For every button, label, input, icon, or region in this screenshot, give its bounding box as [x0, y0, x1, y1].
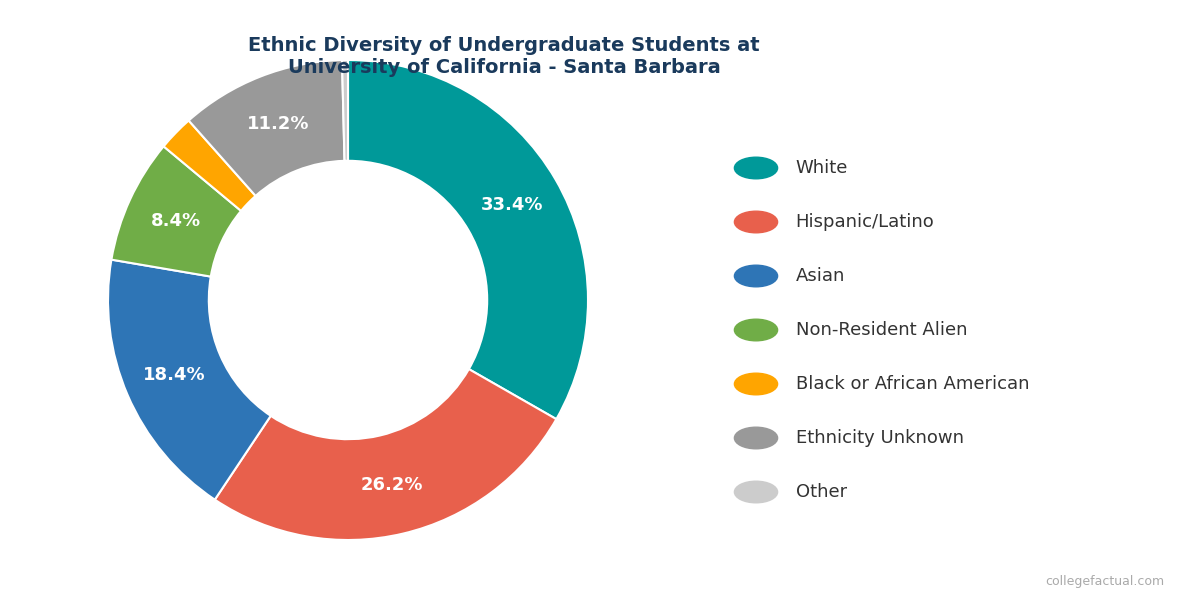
Text: 26.2%: 26.2%: [360, 476, 422, 494]
Text: collegefactual.com: collegefactual.com: [1045, 575, 1164, 588]
Wedge shape: [108, 260, 271, 500]
Text: 11.2%: 11.2%: [247, 115, 310, 133]
Wedge shape: [188, 60, 344, 196]
Text: 33.4%: 33.4%: [481, 196, 544, 214]
Text: Other: Other: [796, 483, 847, 501]
Text: Non-Resident Alien: Non-Resident Alien: [796, 321, 967, 339]
Wedge shape: [348, 60, 588, 419]
Text: Hispanic/Latino: Hispanic/Latino: [796, 213, 935, 231]
Text: Ethnicity Unknown: Ethnicity Unknown: [796, 429, 964, 447]
Text: 18.4%: 18.4%: [143, 366, 205, 384]
Wedge shape: [163, 121, 256, 211]
Text: White: White: [796, 159, 848, 177]
Text: Asian: Asian: [796, 267, 845, 285]
Text: 8.4%: 8.4%: [151, 212, 200, 230]
Wedge shape: [112, 146, 241, 277]
Wedge shape: [342, 60, 348, 161]
Text: Black or African American: Black or African American: [796, 375, 1030, 393]
Text: Ethnic Diversity of Undergraduate Students at
University of California - Santa B: Ethnic Diversity of Undergraduate Studen…: [248, 36, 760, 77]
Wedge shape: [215, 369, 557, 540]
